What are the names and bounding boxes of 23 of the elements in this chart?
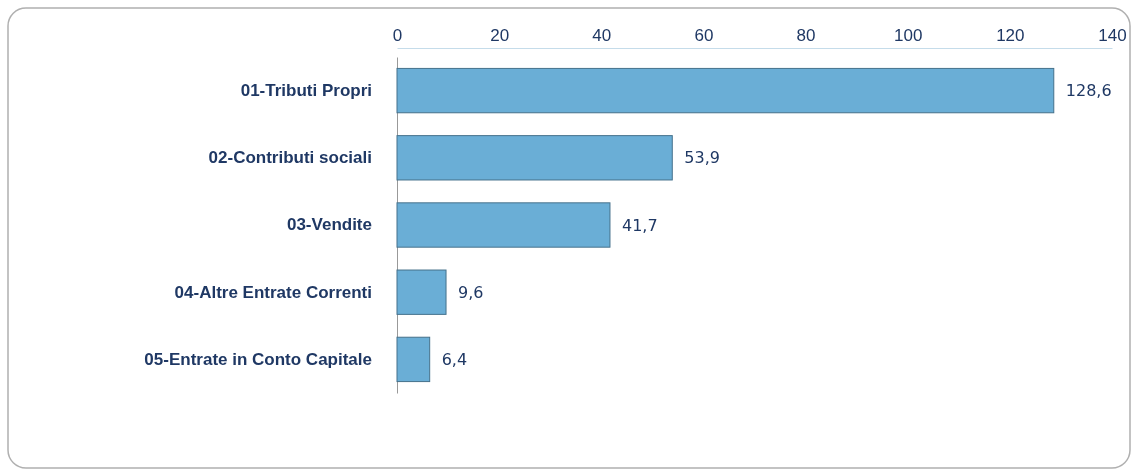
y-tick-label: 03-Vendite xyxy=(286,215,372,235)
x-tick-label: 60 xyxy=(694,26,714,45)
y-tick-label: 04-Altre Entrate Correnti xyxy=(174,282,372,302)
bar xyxy=(396,269,447,315)
data-label: 41,7 xyxy=(621,215,658,235)
data-label: 9,6 xyxy=(458,282,484,302)
x-tick-label: 80 xyxy=(796,26,816,45)
y-tick-label: 01-Tributi Propri xyxy=(240,81,372,101)
y-tick-label: 02-Contributi sociali xyxy=(208,148,372,168)
bar xyxy=(396,202,611,248)
data-label: 128,6 xyxy=(1065,81,1112,101)
data-label: 6,4 xyxy=(441,350,468,369)
x-tick-label: 40 xyxy=(592,26,612,45)
bar xyxy=(396,336,431,383)
x-tick-label: 120 xyxy=(996,26,1025,45)
x-tick-label: 100 xyxy=(894,26,923,45)
x-tick-label: 0 xyxy=(392,26,403,45)
bar xyxy=(396,67,1055,114)
x-tick-label: 20 xyxy=(490,26,510,45)
x-tick-label: 140 xyxy=(1098,26,1127,45)
y-tick-label: 05-Entrate in Conto Capitale xyxy=(144,349,372,369)
bar xyxy=(396,135,673,181)
data-label: 53,9 xyxy=(684,148,720,168)
